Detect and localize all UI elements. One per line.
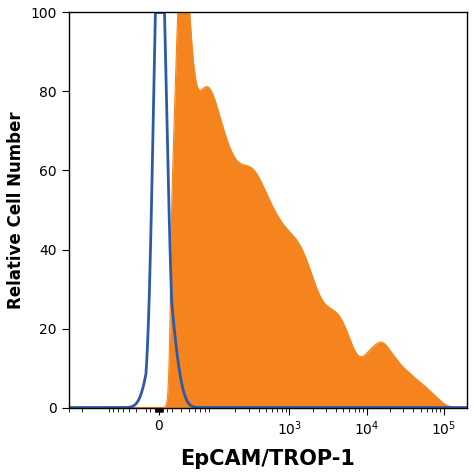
X-axis label: EpCAM/TROP-1: EpCAM/TROP-1 (181, 449, 356, 469)
Y-axis label: Relative Cell Number: Relative Cell Number (7, 111, 25, 309)
